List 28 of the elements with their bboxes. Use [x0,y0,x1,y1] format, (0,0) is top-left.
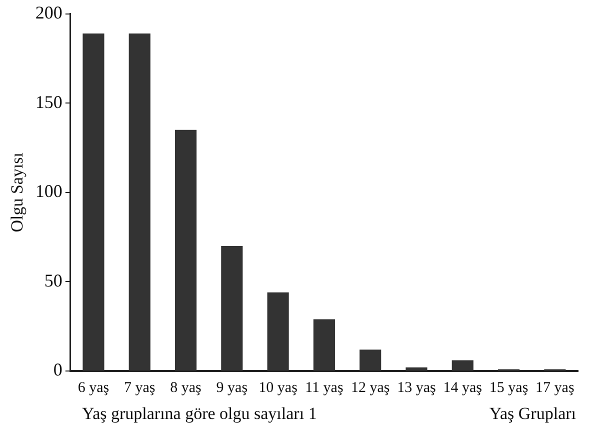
x-tick-label: 17 yaş [536,380,574,396]
x-axis-title: Yaş Grupları [489,404,576,424]
x-tick-label: 13 yaş [397,380,436,396]
x-tick-label: 6 yaş [78,380,110,396]
y-tick-label: 100 [35,181,62,202]
bar [174,130,197,370]
bar [82,33,104,370]
bar [452,360,474,370]
bar [267,292,289,370]
x-tick-label: 12 yaş [350,380,390,396]
bar [221,246,243,370]
x-tick-label: 7 yaş [124,380,156,396]
x-tick-label: 15 yaş [489,380,528,396]
x-tick-label: 9 yaş [216,380,248,396]
bar [313,319,335,370]
x-tick-label: 10 yaş [258,380,298,396]
y-tick-label: 150 [35,92,62,112]
bar [360,350,382,370]
y-tick-label: 200 [35,2,62,23]
y-tick-label: 0 [53,360,62,380]
bar [406,367,428,370]
x-tick-label: 14 yaş [443,380,482,396]
text: Yaş gruplarına göre olgu sayıları 1 [82,404,317,424]
x-tick-label: 11 yaş [305,380,344,396]
y-tick-label: 50 [44,270,62,290]
x-tick-label: 8 yaş [170,380,202,396]
y-axis-title: Olgu Sayısı [8,152,27,232]
bar [128,33,150,370]
